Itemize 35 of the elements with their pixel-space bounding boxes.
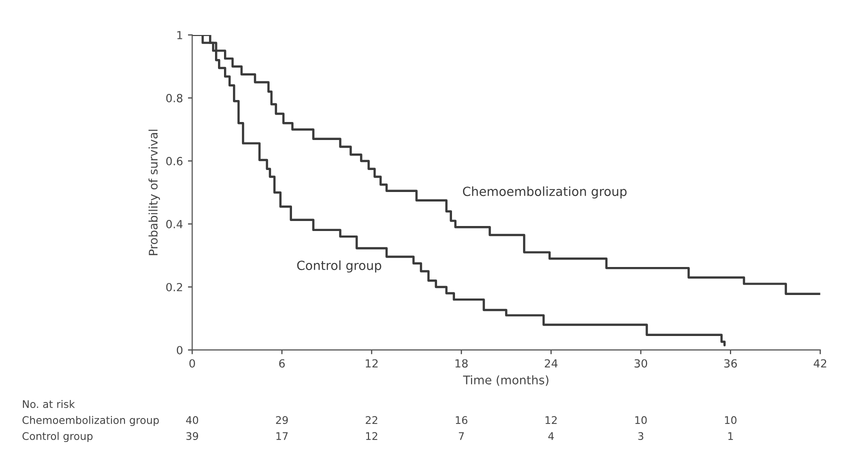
text: 22 [366,416,378,424]
y-tick-label: 0 [176,346,182,354]
x-tick-label: 18 [456,359,468,368]
x-tick-label: 6 [279,359,285,368]
x-tick-label: 24 [544,359,558,368]
text: 29 [276,416,288,424]
text: 40 [186,416,198,424]
text: Control group [22,432,93,442]
text: 4 [548,432,554,440]
x-tick-label: 30 [634,359,648,368]
x-tick-label: 36 [724,359,737,368]
text: 3 [638,432,644,440]
x-tick-label: 12 [366,359,378,368]
text: 7 [458,432,464,440]
text: Chemoembolization group [22,416,159,426]
text: 16 [456,416,468,424]
text: 39 [186,432,198,440]
y-tick-label: 0.6 [166,156,182,166]
text: No. at risk [22,400,75,408]
y-tick-label: 0.4 [166,220,183,228]
text: 10 [725,416,736,424]
text: 12 [366,432,378,440]
x-tick-label: 42 [814,359,826,368]
text: 10 [635,416,647,424]
y-tick-label: 1 [177,31,182,40]
x-tick-label: 0 [189,359,195,368]
text: 1 [728,432,733,440]
y-tick-label: 0.8 [166,94,182,102]
y-axis-title: Probability of survival [148,130,160,256]
text: 17 [276,432,288,440]
y-tick-label: 0.2 [166,282,182,292]
series-label: Control group [297,260,382,273]
text: 12 [546,416,557,424]
series-label: Chemoembolization group [462,186,627,199]
x-axis-title: Time (months) [463,375,548,386]
